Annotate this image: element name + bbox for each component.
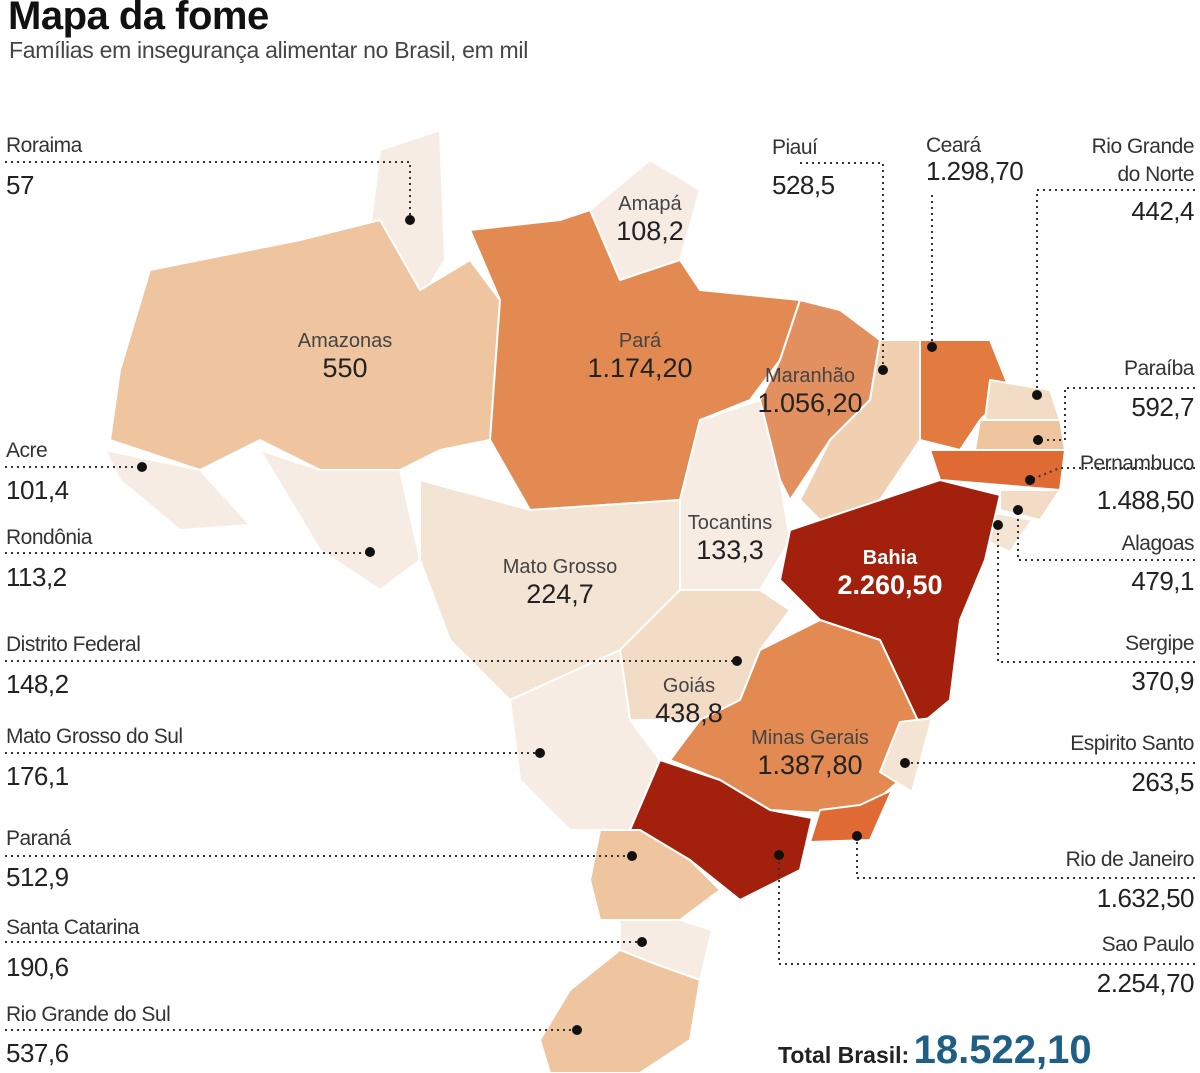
total-brasil: Total Brasil: 18.522,10 (778, 1028, 1092, 1073)
label-pernambuco: Pernambuco (1079, 452, 1195, 475)
label-espirito-santo: Espirito Santo (1070, 732, 1194, 755)
leader-lines (5, 161, 1195, 1031)
label-maranhao: Maranhão (764, 365, 856, 387)
state-rondonia (259, 449, 421, 591)
label-amazonas: Amazonas (297, 330, 393, 352)
inlabel-goias: Goiás 438,8 (655, 675, 723, 729)
total-value: 18.522,10 (913, 1028, 1092, 1072)
value-sao-paulo: 2.254,70 (1096, 968, 1195, 998)
inlabel-maranhao: Maranhão 1.056,20 (757, 365, 862, 419)
inlabel-mato-grosso: Mato Grosso 224,7 (503, 556, 617, 610)
label-piaui: Piauí (772, 136, 818, 159)
state-rio-grande-do-sul (539, 949, 701, 1073)
value-pernambuco: 1.488,50 (1096, 485, 1195, 515)
label-bahia: Bahia (862, 547, 918, 569)
label-rondonia: Rondônia (6, 526, 92, 549)
total-label: Total Brasil: (778, 1042, 910, 1068)
state-markers (137, 215, 1043, 1035)
value-ceara: 1.298,70 (926, 156, 1024, 186)
label-santa-catarina: Santa Catarina (6, 916, 140, 939)
label-alagoas: Alagoas (1121, 532, 1195, 555)
label-minas-gerais: Minas Gerais (751, 727, 869, 749)
label-sergipe: Sergipe (1125, 632, 1194, 655)
value-piaui: 528,5 (772, 170, 835, 200)
value-espirito-santo: 263,5 (1131, 767, 1194, 797)
value-goias: 438,8 (655, 698, 723, 728)
value-amapa: 108,2 (616, 216, 684, 246)
label-distrito-federal: Distrito Federal (6, 633, 141, 656)
value-roraima: 57 (6, 170, 34, 200)
label-goias: Goiás (662, 675, 716, 697)
inlabel-minas-gerais: Minas Gerais 1.387,80 (751, 727, 869, 781)
value-sergipe: 370,9 (1131, 666, 1194, 696)
value-minas-gerais: 1.387,80 (757, 750, 863, 780)
value-santa-catarina: 190,6 (6, 952, 69, 982)
value-maranhao: 1.056,20 (757, 388, 863, 418)
value-paraiba: 592,7 (1131, 392, 1194, 422)
label-roraima: Roraima (6, 134, 82, 157)
value-mato-grosso: 224,7 (526, 579, 594, 609)
value-bahia: 2.260,50 (837, 570, 943, 600)
state-rio-de-janeiro (809, 789, 893, 843)
label-rio-grande-do-norte-line1: Rio Grande (1091, 135, 1195, 158)
inlabel-amapa: Amapá 108,2 (616, 193, 684, 247)
label-tocantins: Tocantins (687, 512, 773, 534)
state-espirito-santo (879, 717, 933, 793)
label-ceara: Ceará (926, 134, 981, 157)
value-para: 1.174,20 (587, 353, 693, 383)
map-title: Mapa da fome (8, 0, 269, 38)
inlabel-para: Pará 1.174,20 (587, 330, 692, 384)
value-alagoas: 479,1 (1131, 566, 1194, 596)
label-parana: Paraná (6, 827, 71, 850)
label-paraiba: Paraíba (1123, 357, 1195, 380)
label-amapa: Amapá (618, 193, 682, 215)
value-amazonas: 550 (322, 353, 368, 383)
value-tocantins: 133,3 (696, 535, 764, 565)
state-paraiba (974, 419, 1066, 451)
label-para: Pará (618, 330, 662, 352)
value-rio-grande-do-sul: 537,6 (6, 1038, 69, 1068)
label-sao-paulo: Sao Paulo (1101, 933, 1195, 956)
label-rio-grande-do-sul: Rio Grande do Sul (6, 1003, 171, 1026)
value-rio-grande-do-norte: 442,4 (1131, 196, 1194, 226)
value-rio-de-janeiro: 1.632,50 (1096, 883, 1195, 913)
state-rio-grande-do-norte (984, 379, 1061, 421)
inlabel-tocantins: Tocantins 133,3 (688, 512, 773, 566)
label-acre: Acre (6, 439, 48, 462)
label-rio-grande-do-norte-line2: do Norte (1117, 163, 1194, 186)
value-rondonia: 113,2 (6, 562, 67, 592)
state-parana (589, 829, 721, 921)
value-distrito-federal: 148,2 (6, 669, 69, 699)
label-mato-grosso: Mato Grosso (502, 556, 618, 578)
value-acre: 101,4 (6, 475, 69, 505)
map-subtitle: Famílias em insegurança alimentar no Bra… (9, 37, 529, 63)
inlabel-amazonas: Amazonas 550 (298, 330, 393, 384)
inlabel-bahia: Bahia 2.260,50 (837, 547, 942, 601)
value-parana: 512,9 (6, 862, 69, 892)
label-rio-de-janeiro: Rio de Janeiro (1065, 848, 1195, 871)
value-mato-grosso-do-sul: 176,1 (6, 761, 69, 791)
state-bahia (779, 479, 1001, 726)
label-mato-grosso-do-sul: Mato Grosso do Sul (6, 725, 183, 748)
